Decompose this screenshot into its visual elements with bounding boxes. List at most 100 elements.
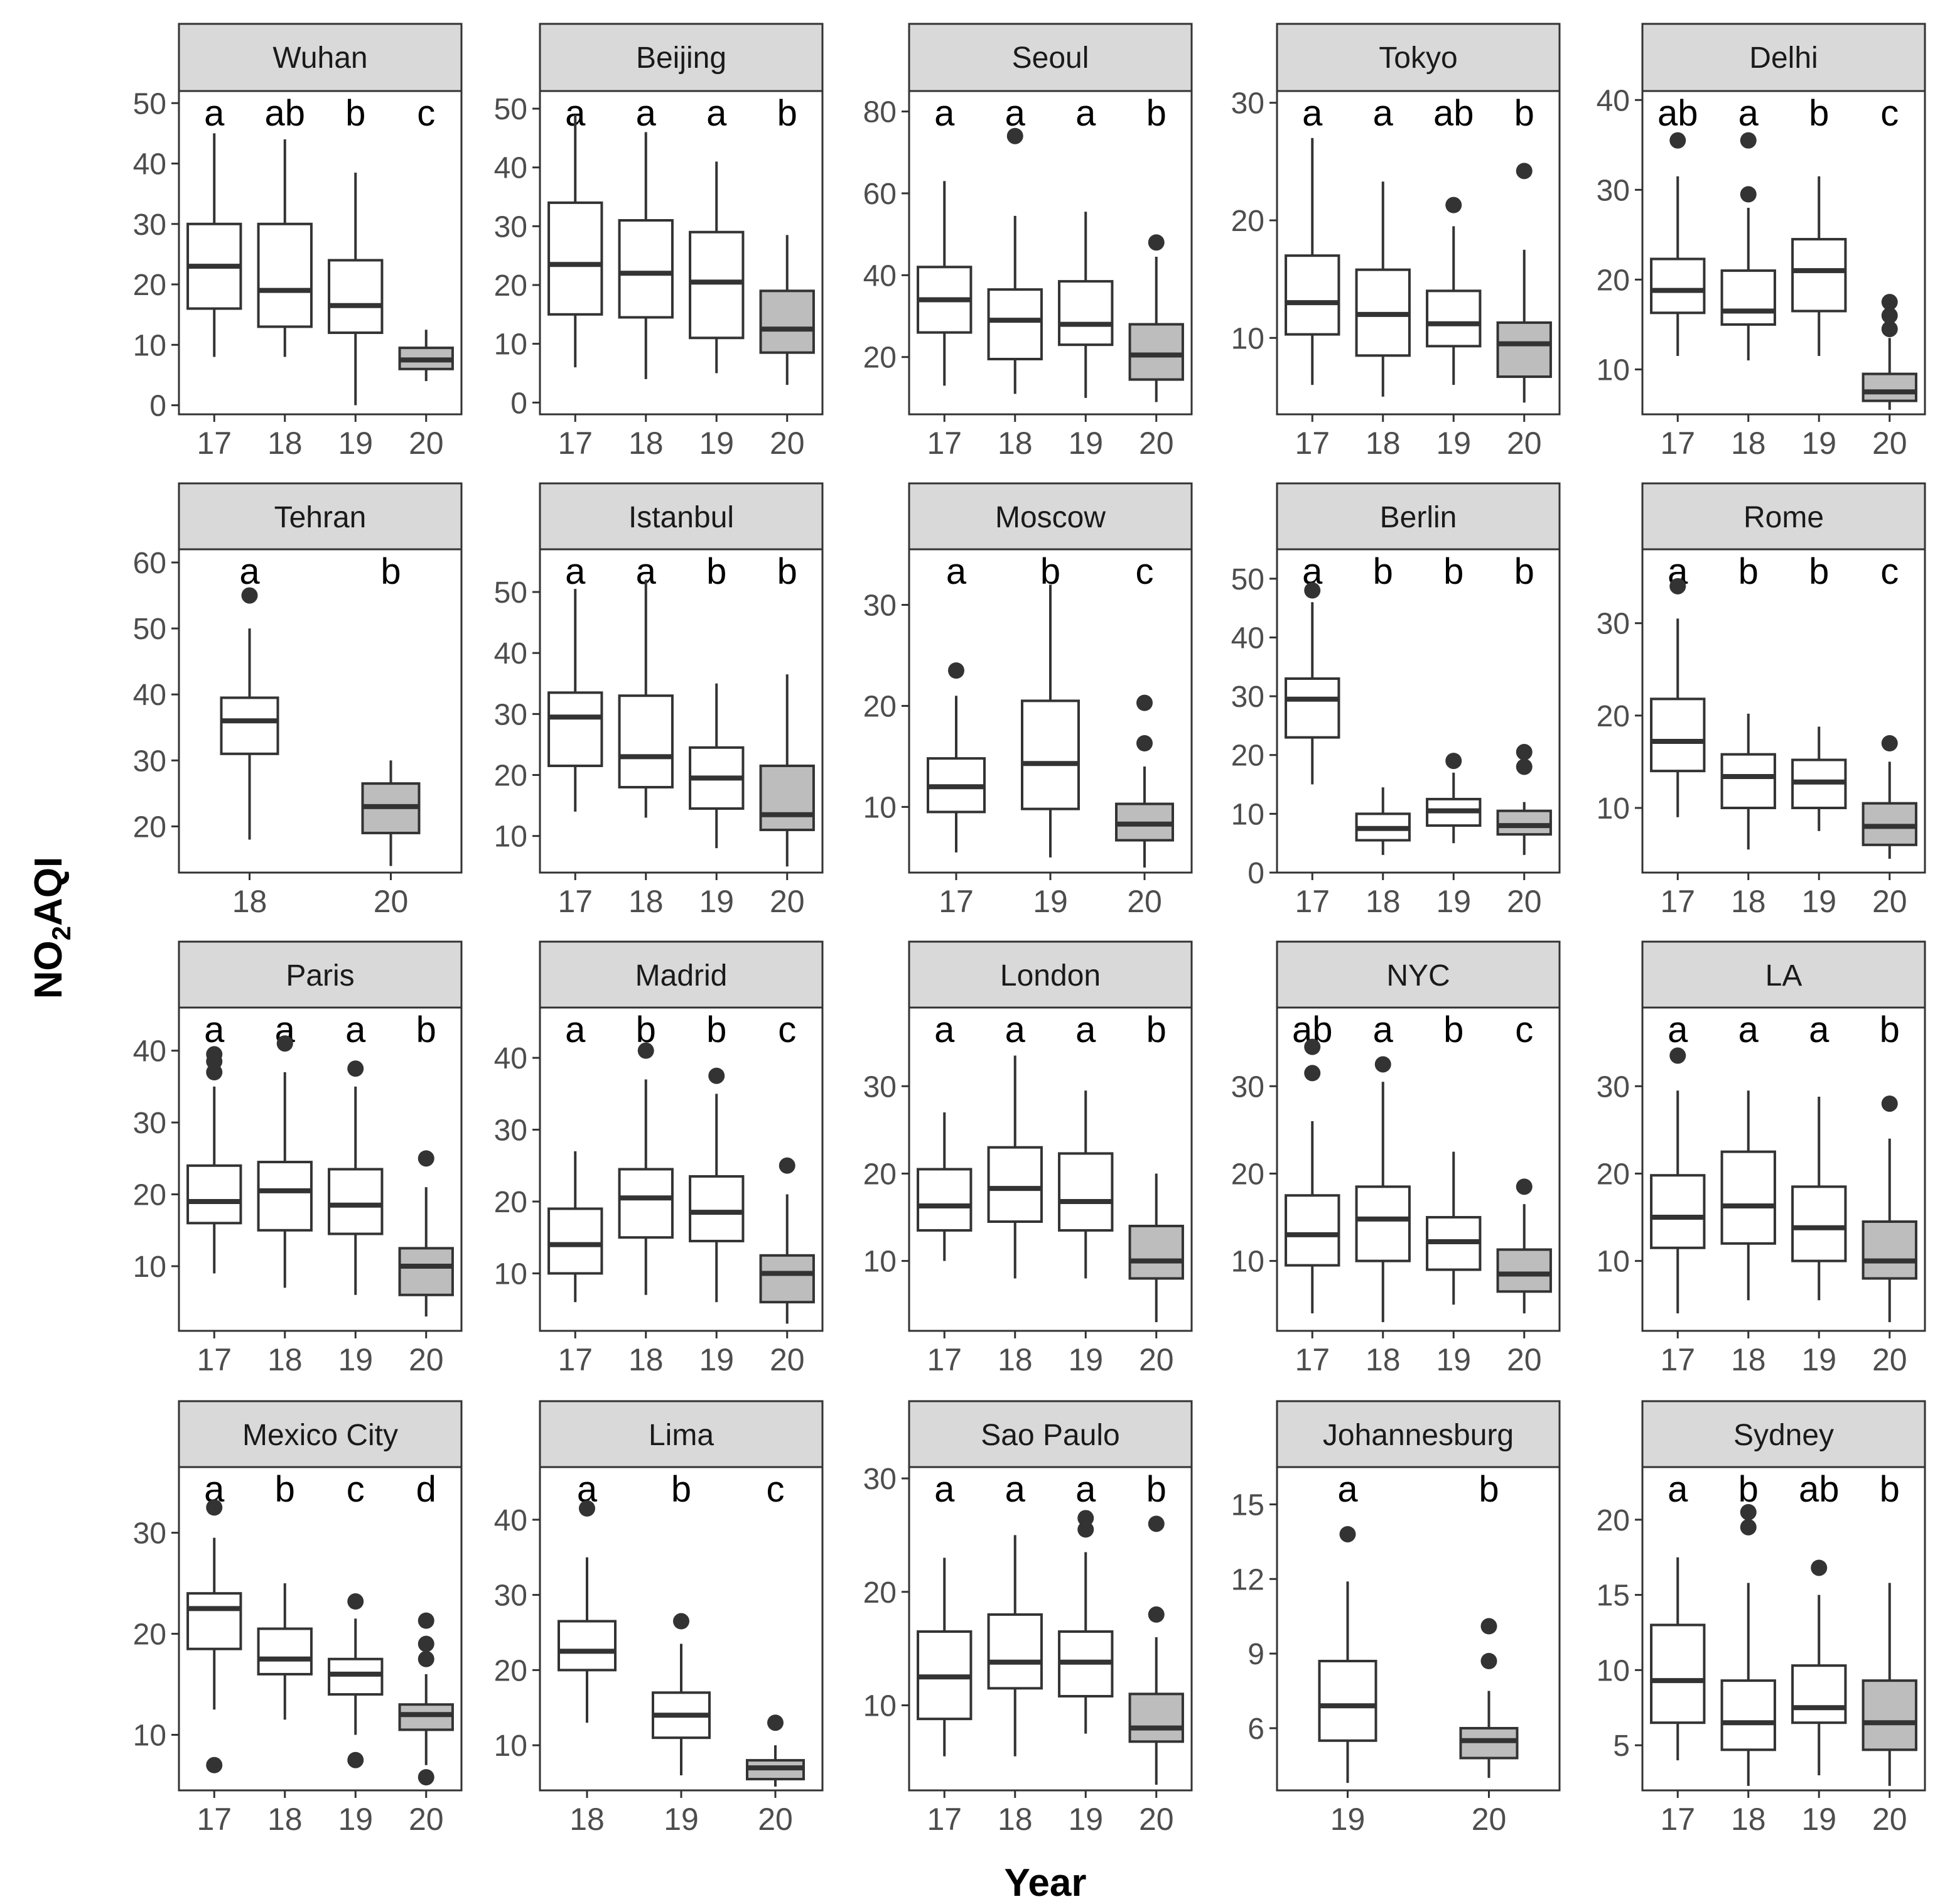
y-tick-label: 40 bbox=[133, 679, 166, 712]
strip-label: Madrid bbox=[635, 959, 728, 992]
strip-background bbox=[1641, 23, 1926, 92]
x-tick-label: 18 bbox=[1366, 884, 1401, 919]
box-iqr bbox=[1862, 1679, 1917, 1751]
x-tick-label: 18 bbox=[1366, 426, 1401, 461]
outlier-point bbox=[1136, 694, 1153, 711]
significance-letter: a bbox=[204, 93, 225, 134]
x-tick-label: 19 bbox=[1330, 1802, 1366, 1837]
box-rome-20 bbox=[1862, 735, 1917, 859]
box-iqr bbox=[398, 1703, 454, 1731]
x-tick-label: 17 bbox=[1295, 1342, 1330, 1377]
box-iqr bbox=[328, 259, 384, 335]
box-nyc-17 bbox=[1285, 1038, 1340, 1314]
strip-label: NYC bbox=[1386, 959, 1450, 992]
y-tick-label: 20 bbox=[863, 1158, 897, 1191]
x-tick-label: 19 bbox=[1801, 1342, 1836, 1377]
outlier-point bbox=[347, 1751, 364, 1768]
y-tick-label: 10 bbox=[133, 1719, 166, 1752]
box-mexico-city-18 bbox=[257, 1583, 313, 1720]
outlier-point bbox=[1148, 234, 1165, 251]
box-iqr bbox=[1355, 1185, 1411, 1262]
strip-label: Johannesburg bbox=[1323, 1419, 1514, 1452]
outlier-point bbox=[206, 1046, 223, 1063]
outlier-point bbox=[1669, 1047, 1686, 1064]
strip-label: Beijing bbox=[636, 41, 726, 75]
box-london-18 bbox=[987, 1055, 1043, 1279]
panel-sao-paulo: Sao Paulo 10 20 30 17 18 19 20 a a a b bbox=[863, 1400, 1193, 1837]
box-iqr bbox=[1862, 372, 1917, 402]
significance-letter: b bbox=[416, 1009, 436, 1050]
y-tick-label: 15 bbox=[1597, 1579, 1630, 1613]
strip-background bbox=[178, 1400, 463, 1468]
significance-letter: b bbox=[1514, 551, 1534, 592]
box-la-20 bbox=[1862, 1095, 1917, 1323]
x-tick-label: 17 bbox=[558, 426, 593, 461]
box-iqr bbox=[1496, 321, 1552, 379]
box-la-18 bbox=[1720, 1090, 1776, 1301]
panel-tehran: Tehran 20 30 40 50 60 18 20 a b bbox=[133, 482, 463, 919]
strip-label: Istanbul bbox=[628, 501, 734, 534]
significance-letter: c bbox=[1515, 1009, 1533, 1050]
box-mexico-city-17 bbox=[186, 1499, 242, 1773]
box-beijing-19 bbox=[689, 161, 745, 374]
box-iqr bbox=[1720, 1679, 1776, 1751]
y-tick-label: 20 bbox=[133, 1618, 166, 1652]
outlier-point bbox=[1881, 321, 1898, 338]
y-tick-label: 20 bbox=[1597, 264, 1630, 297]
significance-letter: a bbox=[946, 551, 967, 592]
y-tick-label: 6 bbox=[1248, 1713, 1264, 1746]
strip-label: Tehran bbox=[274, 501, 367, 534]
box-iqr bbox=[257, 1161, 313, 1232]
outlier-point bbox=[1516, 163, 1533, 180]
x-tick-label: 19 bbox=[1068, 426, 1103, 461]
strip-label: Wuhan bbox=[272, 41, 367, 75]
box-sydney-20 bbox=[1862, 1583, 1917, 1786]
y-tick-label: 30 bbox=[494, 698, 527, 731]
y-tick-label: 10 bbox=[494, 328, 527, 362]
box-madrid-17 bbox=[547, 1151, 603, 1303]
strip-label: Rome bbox=[1743, 501, 1824, 534]
significance-letter: a bbox=[565, 1009, 586, 1050]
significance-letter: b bbox=[1479, 1469, 1499, 1510]
x-tick-label: 20 bbox=[770, 884, 805, 919]
y-tick-label: 60 bbox=[863, 178, 897, 211]
significance-letter: ab bbox=[1799, 1469, 1840, 1510]
box-istanbul-20 bbox=[759, 674, 815, 867]
box-iqr bbox=[1496, 1248, 1552, 1293]
outlier-point bbox=[1480, 1618, 1497, 1635]
outlier-point bbox=[1136, 735, 1153, 751]
panel-johannesburg: Johannesburg 6 9 12 15 19 20 a b bbox=[1231, 1400, 1561, 1837]
strip-background bbox=[178, 482, 463, 551]
strip-label: Sydney bbox=[1733, 1419, 1834, 1452]
x-tick-label: 17 bbox=[1660, 884, 1695, 919]
box-istanbul-19 bbox=[689, 683, 745, 849]
x-tick-label: 19 bbox=[1801, 884, 1836, 919]
box-madrid-20 bbox=[759, 1157, 815, 1324]
y-tick-label: 40 bbox=[494, 637, 527, 670]
significance-letter: a bbox=[1738, 1009, 1759, 1050]
outlier-point bbox=[779, 1157, 795, 1174]
x-tick-label: 20 bbox=[1127, 884, 1162, 919]
significance-letter: a bbox=[1005, 93, 1026, 134]
box-moscow-19 bbox=[1021, 584, 1080, 858]
significance-letter: c bbox=[1136, 551, 1154, 592]
box-istanbul-18 bbox=[618, 579, 674, 818]
outlier-point bbox=[418, 1150, 434, 1167]
outlier-point bbox=[276, 1035, 293, 1052]
x-tick-label: 20 bbox=[1139, 426, 1174, 461]
outlier-point bbox=[1445, 753, 1462, 770]
box-tokyo-17 bbox=[1285, 137, 1340, 385]
y-tick-label: 40 bbox=[494, 152, 527, 185]
box-iqr bbox=[547, 1207, 603, 1275]
y-tick-label: 30 bbox=[863, 589, 897, 623]
significance-letter: a bbox=[934, 93, 955, 134]
box-sao-paulo-18 bbox=[987, 1535, 1043, 1756]
x-tick-label: 17 bbox=[1295, 426, 1330, 461]
outlier-point bbox=[1148, 1515, 1165, 1532]
